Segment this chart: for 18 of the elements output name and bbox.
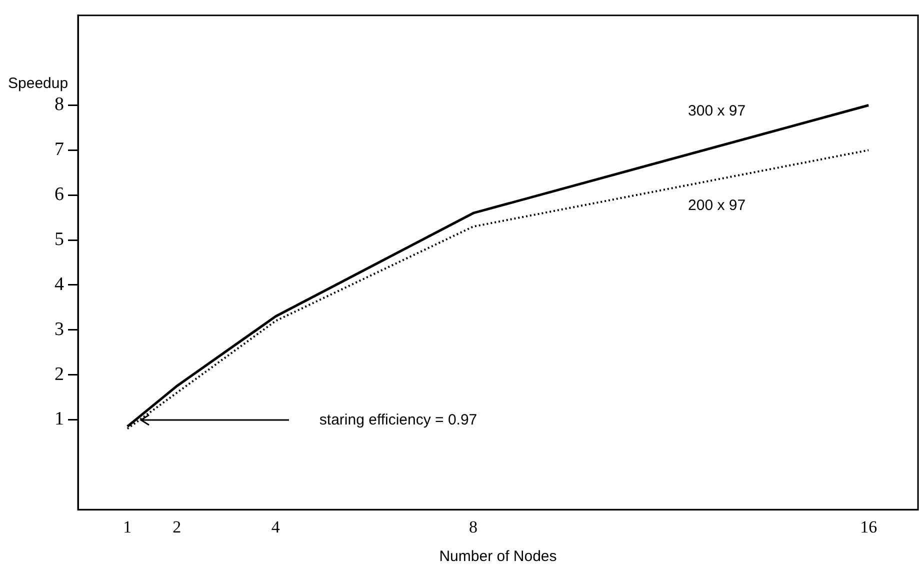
- series-label: 300 x 97: [688, 102, 746, 120]
- y-axis-title: Speedup: [8, 74, 68, 92]
- y-tick-label: 6: [54, 184, 64, 206]
- x-tick-label: 8: [469, 517, 478, 536]
- y-tick-label: 3: [54, 318, 64, 340]
- y-tick-label: 7: [54, 139, 64, 160]
- x-tick-label: 2: [172, 517, 182, 536]
- x-tick-label: 16: [860, 517, 878, 536]
- series-label: 200 x 97: [688, 196, 746, 214]
- x-tick-label: 4: [271, 517, 280, 536]
- annotation: staring efficiency = 0.97: [319, 412, 478, 429]
- x-tick-label: 1: [123, 517, 132, 536]
- y-tick-label: 4: [54, 274, 64, 295]
- y-tick-label: 8: [54, 94, 64, 116]
- x-axis-title: Number of Nodes: [439, 548, 557, 566]
- y-tick-label: 1: [54, 408, 64, 430]
- y-tick-label: 2: [54, 364, 64, 385]
- y-tick-label: 5: [54, 229, 64, 250]
